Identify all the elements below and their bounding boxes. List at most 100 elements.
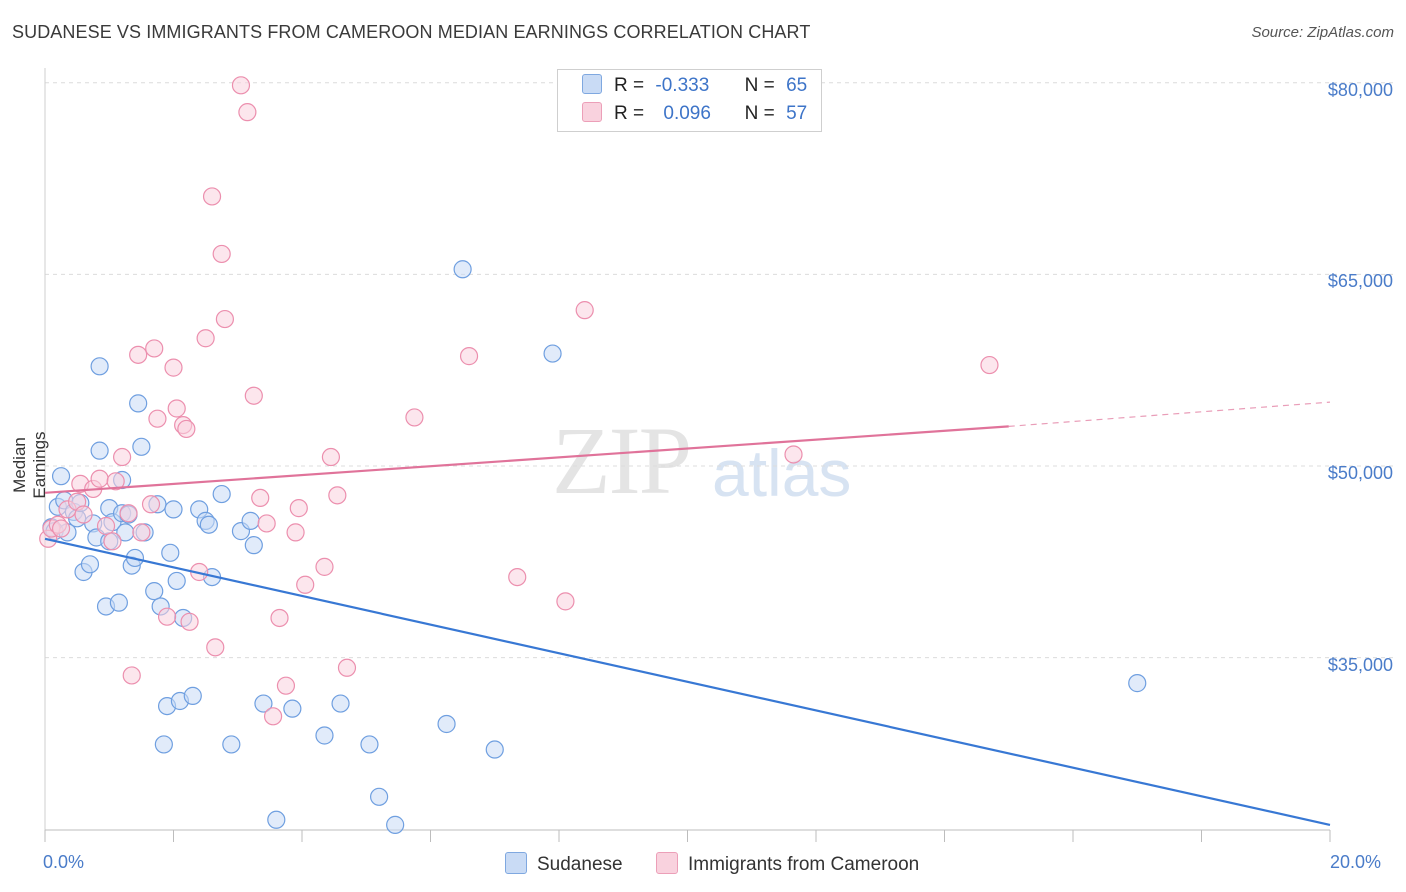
point-cameroon — [257, 514, 276, 533]
point-cameroon — [202, 187, 222, 206]
point-sudanese — [90, 441, 109, 460]
point-cameroon — [556, 592, 575, 611]
point-cameroon — [148, 409, 167, 428]
bottom-legend-label: Immigrants from Cameroon — [688, 854, 920, 875]
legend-n-label: N = — [744, 75, 775, 96]
point-cameroon — [167, 399, 186, 418]
trend-line-cameroon — [44, 425, 1009, 494]
legend-row-cameroon: R = 0.096 N = 57 — [582, 101, 807, 127]
point-sudanese — [154, 735, 173, 754]
point-sudanese — [370, 787, 389, 806]
legend-row-sudanese: R = -0.333 N = 65 — [582, 73, 807, 99]
trend-line-sudanese — [44, 537, 1331, 826]
point-sudanese — [315, 726, 334, 745]
point-cameroon — [244, 386, 263, 405]
grid-lines — [45, 82, 1395, 659]
legend-r-label: R = — [614, 75, 645, 96]
point-cameroon — [321, 447, 341, 467]
point-cameroon — [96, 516, 116, 536]
point-cameroon — [980, 355, 999, 375]
point-sudanese — [360, 735, 379, 754]
point-cameroon — [405, 408, 424, 427]
point-cameroon — [231, 76, 251, 95]
bottom-legend-swatch-cameroon — [656, 852, 678, 874]
correlation-legend: R = -0.333 N = 65 R = 0.096 N = 57 — [557, 69, 822, 132]
y-tick-label: $50,000 — [1327, 462, 1393, 483]
point-cameroon — [459, 347, 479, 366]
point-cameroon — [74, 505, 93, 524]
point-sudanese — [183, 686, 202, 705]
point-sudanese — [51, 467, 71, 486]
point-sudanese — [331, 694, 350, 713]
bottom-legend-sudanese: Sudanese — [505, 852, 623, 876]
legend-n-label: N = — [744, 103, 775, 124]
point-sudanese — [109, 593, 128, 612]
point-cameroon — [296, 575, 315, 594]
point-sudanese — [222, 735, 241, 754]
watermark-atlas: atlas — [712, 436, 852, 510]
point-cameroon — [112, 447, 132, 467]
point-sudanese — [244, 536, 263, 555]
point-sudanese — [212, 484, 231, 504]
point-sudanese — [254, 694, 273, 713]
x-tick-label: 20.0% — [1330, 852, 1382, 872]
trend-lines — [44, 401, 1331, 826]
point-cameroon — [196, 329, 215, 348]
legend-r-value: 0.096 — [663, 103, 711, 124]
point-cameroon — [215, 309, 234, 329]
point-sudanese — [283, 699, 302, 718]
point-sudanese — [129, 394, 148, 413]
watermark-zip: ZIP — [552, 407, 692, 514]
axes — [44, 68, 1331, 842]
point-cameroon — [51, 519, 71, 538]
point-cameroon — [784, 445, 803, 464]
point-sudanese — [161, 543, 180, 562]
point-cameroon — [90, 469, 109, 488]
point-cameroon — [206, 638, 225, 657]
point-cameroon — [328, 486, 347, 505]
bottom-legend-label: Sudanese — [537, 854, 623, 875]
y-tick-label: $35,000 — [1327, 654, 1393, 675]
point-sudanese — [80, 555, 100, 574]
point-sudanese — [1128, 674, 1147, 693]
point-cameroon — [106, 472, 125, 491]
legend-swatch-cameroon — [582, 102, 602, 122]
point-sudanese — [241, 511, 260, 530]
point-cameroon — [145, 339, 164, 358]
legend-r-value: -0.333 — [655, 75, 710, 96]
bottom-legend-cameroon: Immigrants from Cameroon — [656, 852, 919, 876]
point-sudanese — [485, 740, 504, 759]
point-cameroon — [508, 567, 527, 587]
y-tick-label: $65,000 — [1327, 271, 1393, 292]
point-sudanese — [437, 714, 456, 734]
point-cameroon — [337, 658, 357, 677]
point-cameroon — [177, 419, 196, 439]
point-cameroon — [251, 488, 270, 507]
point-cameroon — [286, 523, 305, 542]
point-sudanese — [164, 500, 183, 519]
point-cameroon — [270, 608, 289, 628]
point-sudanese — [132, 437, 151, 456]
point-sudanese — [145, 582, 164, 601]
point-cameroon — [276, 676, 296, 695]
point-cameroon — [122, 666, 141, 685]
point-cameroon — [119, 504, 138, 523]
legend-n-value: 57 — [786, 103, 808, 124]
chart-source: Source: ZipAtlas.com — [1251, 24, 1394, 41]
point-cameroon — [129, 345, 148, 364]
point-cameroon — [315, 557, 334, 576]
y-axis-label: Median Earnings — [10, 431, 49, 499]
point-sudanese — [90, 357, 109, 376]
bottom-legend-swatch-sudanese — [505, 852, 527, 874]
point-sudanese — [267, 810, 286, 829]
point-cameroon — [164, 358, 183, 377]
trend-line-cameroon-extension — [1008, 401, 1331, 427]
point-cameroon — [238, 103, 257, 122]
y-tick-label: $80,000 — [1327, 79, 1393, 100]
point-cameroon — [141, 495, 161, 514]
legend-r-label: R = — [614, 103, 645, 124]
point-cameroon — [263, 707, 283, 726]
point-cameroon — [157, 607, 177, 626]
point-sudanese — [199, 515, 218, 534]
x-tick-label: 0.0% — [43, 852, 85, 872]
